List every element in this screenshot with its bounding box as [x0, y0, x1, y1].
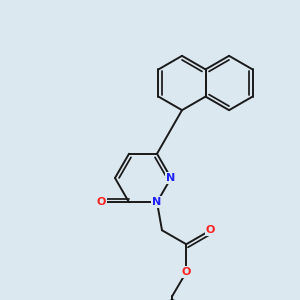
Text: O: O — [182, 267, 191, 277]
Text: O: O — [206, 225, 215, 235]
Text: N: N — [167, 173, 176, 183]
Text: N: N — [152, 197, 162, 207]
Text: O: O — [96, 197, 106, 207]
